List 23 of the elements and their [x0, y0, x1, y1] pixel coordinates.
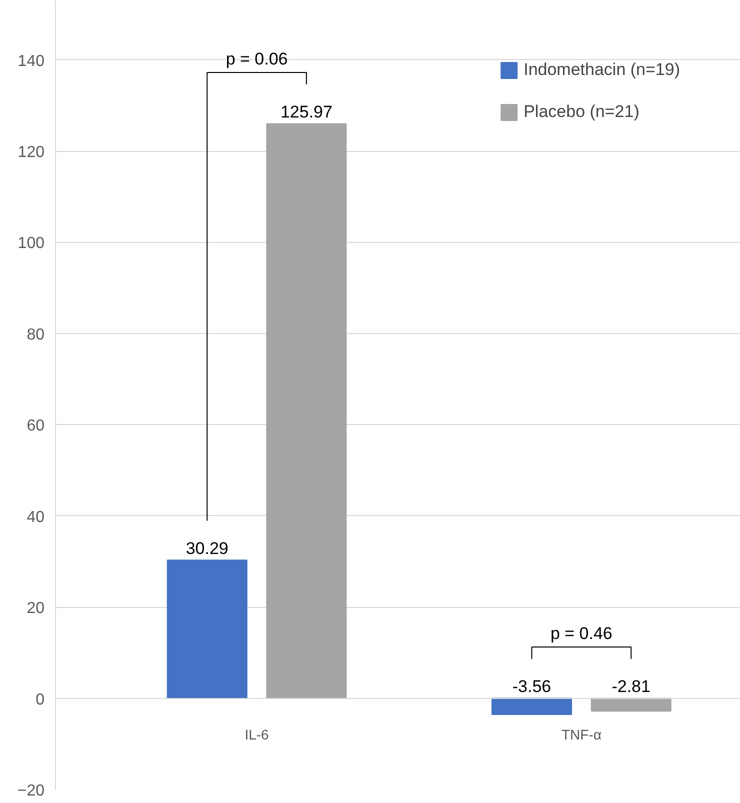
y-tick-label: −20 [17, 782, 45, 800]
legend-label: Indomethacin (n=19) [524, 60, 680, 80]
annotation: p = 0.06 [226, 50, 288, 69]
x-tick-label: IL-6 [244, 726, 270, 742]
data-label: 125.97 [280, 102, 332, 122]
y-tick-label: 100 [18, 235, 45, 252]
y-tick-label: 40 [26, 508, 45, 526]
data-label: -3.56 [512, 676, 552, 696]
bar [590, 698, 672, 712]
bar [166, 560, 248, 699]
x-tick-label: TNF-α [561, 726, 602, 742]
y-tick-label: 140 [18, 52, 45, 70]
y-tick-label: 120 [18, 144, 45, 162]
data-label: 30.29 [186, 538, 228, 558]
bar [266, 123, 347, 699]
legend-label: Placebo (n=21) [524, 102, 640, 122]
y-tick-label: 20 [26, 600, 45, 618]
y-tick-label: 80 [26, 326, 45, 344]
data-label: -2.81 [612, 676, 650, 696]
y-tick-label: 60 [26, 418, 45, 435]
bar [491, 698, 572, 716]
annotation: p = 0.46 [550, 624, 612, 644]
y-tick-label: 0 [36, 691, 45, 708]
